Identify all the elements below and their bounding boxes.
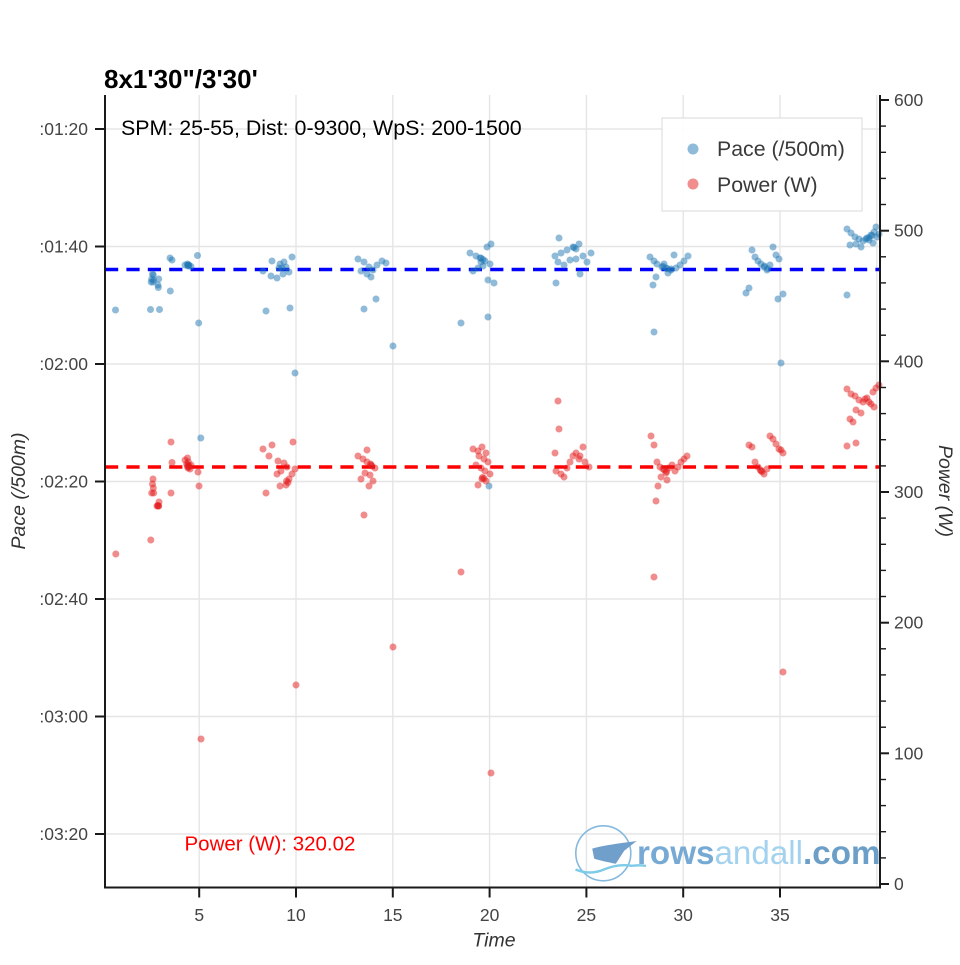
svg-text:200: 200 <box>894 613 923 633</box>
svg-text:5: 5 <box>194 905 204 925</box>
svg-text::02:00: :02:00 <box>39 354 88 374</box>
svg-text:8x1'30"/3'30': 8x1'30"/3'30' <box>104 64 258 94</box>
svg-text:Power (W): Power (W) <box>717 173 818 197</box>
svg-text::03:00: :03:00 <box>39 707 88 727</box>
svg-text:300: 300 <box>894 482 923 502</box>
svg-text:10: 10 <box>286 905 306 925</box>
svg-text:Time: Time <box>472 930 515 952</box>
svg-text::01:40: :01:40 <box>39 237 88 257</box>
svg-text:Power (W): Power (W) <box>934 445 956 537</box>
svg-text:rowsandall.com: rowsandall.com <box>637 835 881 872</box>
svg-text:35: 35 <box>770 905 789 925</box>
svg-text:0: 0 <box>894 874 904 894</box>
svg-text:15: 15 <box>383 905 402 925</box>
svg-text::03:20: :03:20 <box>39 824 88 844</box>
svg-text:600: 600 <box>894 90 923 110</box>
svg-text::02:20: :02:20 <box>39 472 88 492</box>
svg-text:Power (W): 320.02: Power (W): 320.02 <box>185 833 356 856</box>
svg-text:400: 400 <box>894 351 923 371</box>
svg-text::02:40: :02:40 <box>39 589 88 609</box>
svg-text:500: 500 <box>894 221 923 241</box>
svg-text::01:20: :01:20 <box>39 119 88 139</box>
svg-text:100: 100 <box>894 743 923 763</box>
svg-text:30: 30 <box>673 905 693 925</box>
svg-text:Pace (/500m): Pace (/500m) <box>8 432 30 549</box>
svg-text:SPM: 25-55, Dist: 0-9300, WpS:: SPM: 25-55, Dist: 0-9300, WpS: 200-1500 <box>121 116 522 140</box>
svg-text:25: 25 <box>577 905 596 925</box>
svg-text:20: 20 <box>480 905 500 925</box>
svg-text:Pace (/500m): Pace (/500m) <box>717 137 845 161</box>
